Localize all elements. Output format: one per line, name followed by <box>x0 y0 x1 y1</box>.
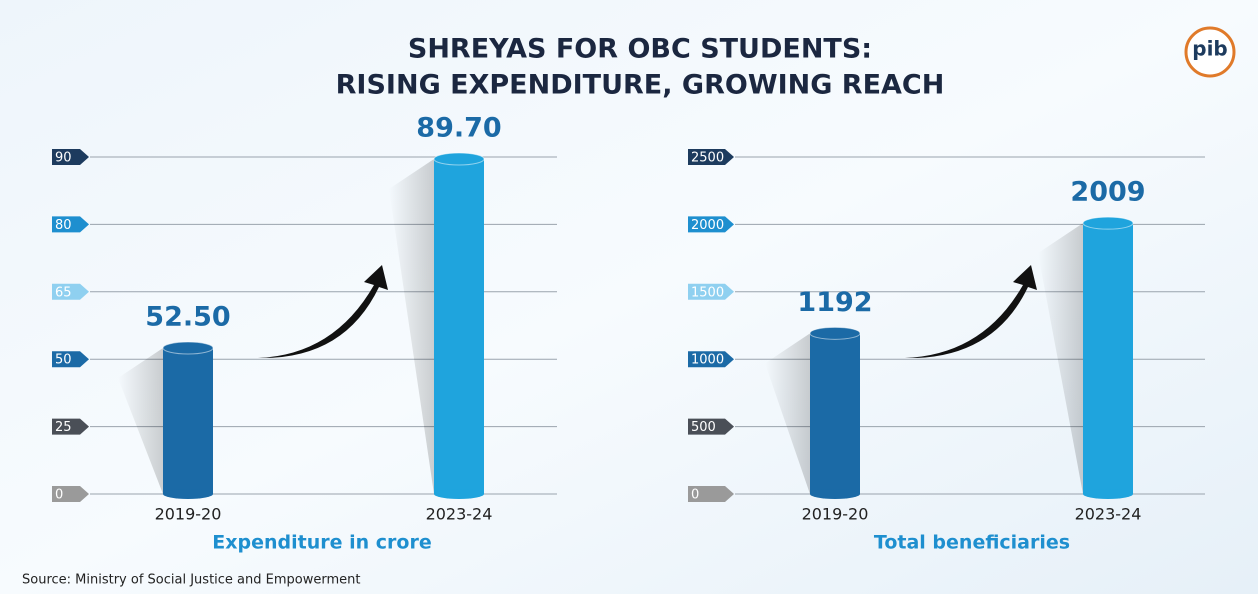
source: Source: Ministry of Social Justice and E… <box>22 573 360 588</box>
tick-box <box>52 486 89 502</box>
y-tick-label: 500 <box>691 420 716 435</box>
y-tick-label: 1000 <box>691 353 724 368</box>
y-tick-label: 0 <box>55 488 63 503</box>
tick-box <box>52 149 89 165</box>
y-tick-label: 80 <box>55 218 72 233</box>
growth-arrow <box>905 265 1037 359</box>
bar <box>434 159 484 494</box>
bar-shadow <box>118 347 163 494</box>
bar-base <box>1083 489 1133 499</box>
logo: pib <box>1192 37 1228 61</box>
y-tick-label: 2500 <box>691 151 724 166</box>
tick-box <box>52 283 89 300</box>
title-line: RISING EXPENDITURE, GROWING REACH <box>336 70 945 101</box>
tick-box <box>52 418 89 435</box>
y-tick-label: 0 <box>691 488 699 503</box>
y-tick-label: 65 <box>55 285 72 300</box>
tick-box <box>688 486 734 502</box>
tick-box <box>688 283 734 300</box>
value-label: 1192 <box>797 287 872 318</box>
tick-box <box>688 418 734 435</box>
y-tick-label: 90 <box>55 151 72 166</box>
logo-ring <box>1184 26 1236 78</box>
bar-base <box>434 489 484 499</box>
growth-arrow <box>258 265 388 359</box>
tick-box <box>688 351 734 368</box>
x-tick-label: 2023-24 <box>426 505 493 524</box>
value-label: 52.50 <box>145 301 230 332</box>
tick-box <box>688 216 734 233</box>
title-line: SHREYAS FOR OBC STUDENTS: <box>408 34 872 65</box>
y-tick-label: 2000 <box>691 218 724 233</box>
y-tick-label: 1500 <box>691 285 724 300</box>
x-axis-label: Total beneficiaries <box>874 532 1070 554</box>
x-tick-label: 2023-24 <box>1075 505 1142 524</box>
bar-shadow <box>765 333 810 494</box>
tick-box <box>52 216 89 233</box>
bar-cap <box>433 152 485 166</box>
tick-box <box>688 149 734 165</box>
value-label: 89.70 <box>416 113 501 144</box>
x-tick-label: 2019-20 <box>155 505 222 524</box>
tick-box <box>52 351 89 368</box>
bar <box>810 333 860 494</box>
bar-cap <box>162 341 214 355</box>
bar-shadow <box>1038 223 1083 494</box>
y-tick-label: 25 <box>55 420 72 435</box>
x-axis-label: Expenditure in crore <box>212 532 431 554</box>
value-label: 2009 <box>1070 177 1145 208</box>
bar-base <box>163 489 213 499</box>
bar <box>163 347 213 494</box>
bar-shadow <box>389 159 434 494</box>
bar <box>1083 223 1133 494</box>
x-tick-label: 2019-20 <box>802 505 869 524</box>
y-tick-label: 50 <box>55 353 72 368</box>
bar-cap <box>809 326 861 340</box>
bar-cap <box>1082 216 1134 230</box>
bar-base <box>810 489 860 499</box>
